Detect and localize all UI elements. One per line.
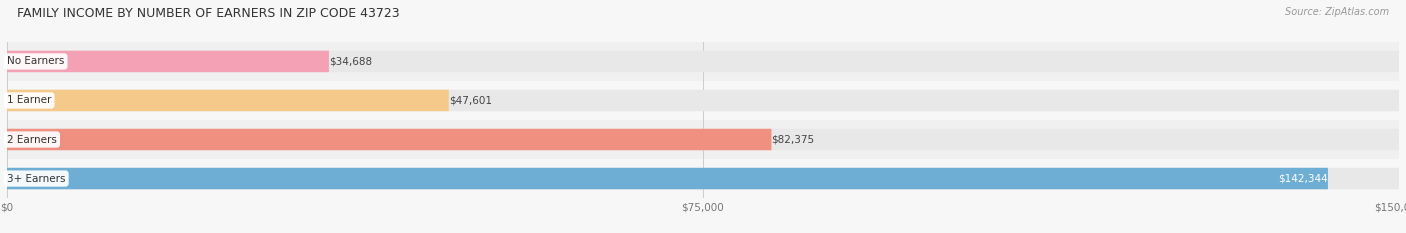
Text: Source: ZipAtlas.com: Source: ZipAtlas.com <box>1285 7 1389 17</box>
Text: $82,375: $82,375 <box>772 134 814 144</box>
FancyBboxPatch shape <box>7 90 1399 111</box>
Text: No Earners: No Earners <box>7 56 65 66</box>
FancyBboxPatch shape <box>7 168 1327 189</box>
FancyBboxPatch shape <box>7 129 1399 150</box>
Text: 1 Earner: 1 Earner <box>7 96 52 106</box>
Bar <box>7 42 1399 81</box>
Bar <box>7 120 1399 159</box>
Text: $47,601: $47,601 <box>449 96 492 106</box>
Text: 2 Earners: 2 Earners <box>7 134 56 144</box>
FancyBboxPatch shape <box>7 51 1399 72</box>
Text: 3+ Earners: 3+ Earners <box>7 174 66 184</box>
FancyBboxPatch shape <box>7 51 329 72</box>
FancyBboxPatch shape <box>7 90 449 111</box>
FancyBboxPatch shape <box>7 129 772 150</box>
Text: $142,344: $142,344 <box>1278 174 1327 184</box>
Text: FAMILY INCOME BY NUMBER OF EARNERS IN ZIP CODE 43723: FAMILY INCOME BY NUMBER OF EARNERS IN ZI… <box>17 7 399 20</box>
Bar <box>7 81 1399 120</box>
Bar <box>7 159 1399 198</box>
FancyBboxPatch shape <box>7 168 1399 189</box>
Text: $34,688: $34,688 <box>329 56 373 66</box>
